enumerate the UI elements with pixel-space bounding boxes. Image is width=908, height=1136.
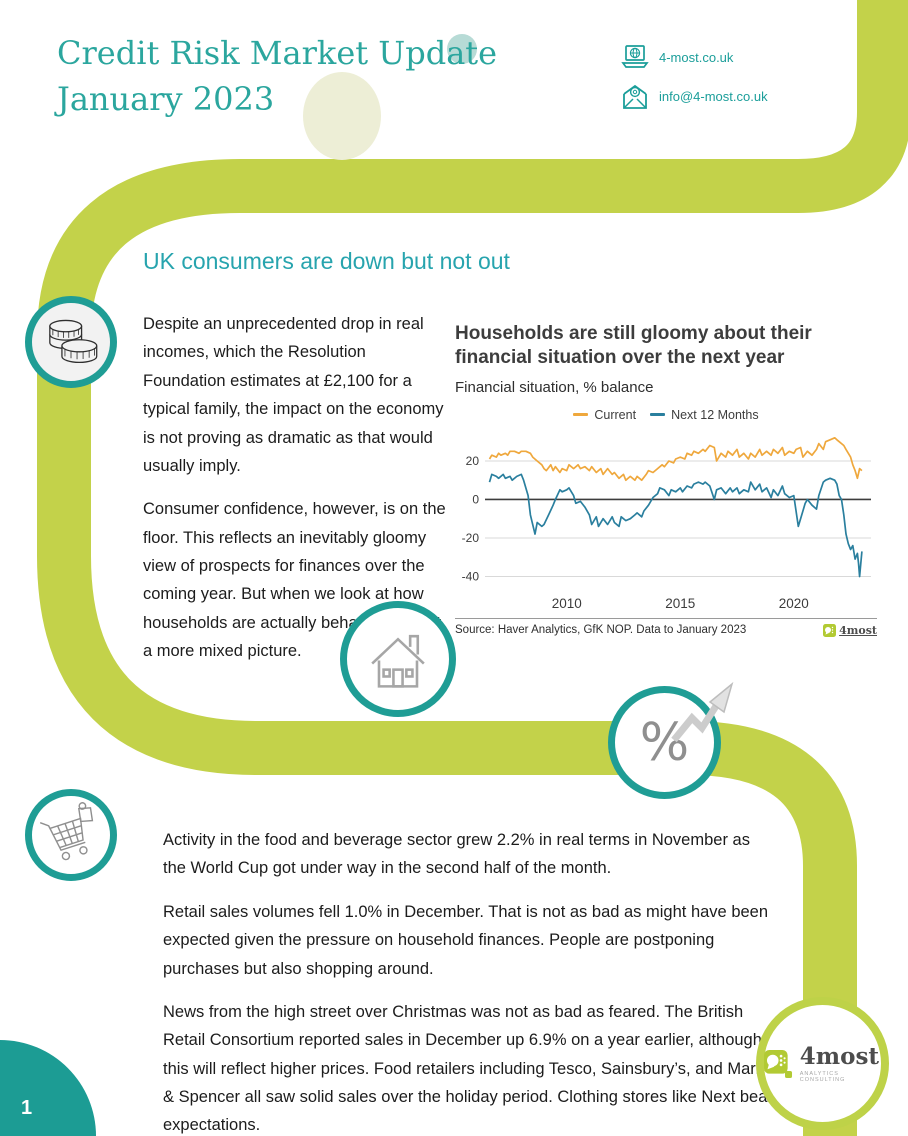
page-title: Credit Risk Market Update January 2023	[57, 30, 497, 123]
decorative-pale-circle	[303, 72, 381, 160]
website-row[interactable]: 4-most.co.uk	[620, 44, 768, 70]
y-axis-tick-label: -40	[462, 569, 480, 583]
4most-logo-icon	[764, 1049, 793, 1078]
legend-swatch-next12	[650, 413, 666, 416]
decorative-teal-dot	[447, 34, 477, 64]
section-heading: UK consumers are down but not out	[143, 248, 510, 274]
road-path	[37, 0, 908, 1136]
chart-brand: 4most	[823, 623, 877, 637]
growth-arrow-icon	[671, 681, 734, 743]
website-link[interactable]: 4-most.co.uk	[659, 49, 734, 65]
page-title-line1: Credit Risk Market Update	[57, 34, 498, 72]
email-row[interactable]: info@4-most.co.uk	[620, 82, 768, 110]
logo-tagline: ANALYTICS CONSULTING	[799, 1070, 846, 1083]
house-badge	[340, 601, 456, 717]
coins-badge	[25, 296, 117, 388]
page-number: 1	[21, 1097, 33, 1119]
legend-label-next12: Next 12 Months	[671, 407, 759, 422]
chart-source-row: Source: Haver Analytics, GfK NOP. Data t…	[455, 617, 877, 637]
legend-item-next12: Next 12 Months	[650, 408, 759, 422]
shopping-cart-icon	[39, 802, 94, 861]
series-line-next-12-months	[488, 473, 863, 577]
envelope-icon	[623, 84, 647, 109]
x-axis-tick-label: 2020	[779, 596, 809, 611]
laptop-globe-icon	[621, 45, 649, 68]
legend-label-current: Current	[594, 407, 637, 422]
4most-mini-logo-icon	[823, 623, 837, 637]
chart-legend: Current Next 12 Months	[455, 408, 877, 422]
page-title-line2: January 2023	[57, 80, 275, 119]
retail-text-column: Activity in the food and beverage sector…	[163, 826, 775, 1136]
chart-brand-label: 4most	[839, 623, 877, 637]
chart-subtitle: Financial situation, % balance	[455, 378, 654, 396]
x-axis-tick-label: 2015	[665, 596, 695, 611]
paragraph: News from the high street over Christmas…	[163, 1002, 773, 1135]
chart-title: Households are still gloomy about their …	[455, 323, 812, 368]
line-chart: 20 0 -20 -40 2010 2015 2020	[462, 436, 871, 611]
series-line-current	[488, 436, 863, 481]
email-link[interactable]: info@4-most.co.uk	[659, 88, 768, 104]
logo-name: 4most	[799, 1042, 880, 1070]
contact-block: 4-most.co.uk info@4-most.co.uk	[620, 44, 768, 122]
y-axis-tick-label: -20	[462, 530, 480, 544]
intro-text-column: Despite an unprecedented drop in real in…	[143, 310, 447, 681]
legend-swatch-current	[573, 413, 589, 416]
chart-source: Source: Haver Analytics, GfK NOP. Data t…	[455, 624, 747, 636]
company-logo: 4most ANALYTICS CONSULTING	[756, 997, 889, 1130]
x-axis-tick-label: 2010	[552, 596, 582, 611]
logo-wordmark: 4most ANALYTICS CONSULTING	[800, 1045, 881, 1083]
house-icon	[371, 634, 425, 688]
percent-glyph: %	[639, 712, 690, 773]
legend-item-current: Current	[573, 408, 636, 422]
y-axis-tick-label: 0	[472, 492, 479, 506]
paragraph: Consumer confidence, however, is on the …	[143, 500, 446, 661]
chart-panel: Households are still gloomy about their …	[455, 322, 877, 637]
coins-icon	[49, 319, 98, 364]
paragraph: Activity in the food and beverage sector…	[163, 831, 750, 878]
percent-badge: %	[608, 686, 721, 799]
cart-badge	[25, 789, 117, 881]
paragraph: Retail sales volumes fell 1.0% in Decemb…	[163, 902, 769, 978]
y-axis-tick-label: 20	[466, 453, 480, 467]
paragraph: Despite an unprecedented drop in real in…	[143, 315, 444, 475]
